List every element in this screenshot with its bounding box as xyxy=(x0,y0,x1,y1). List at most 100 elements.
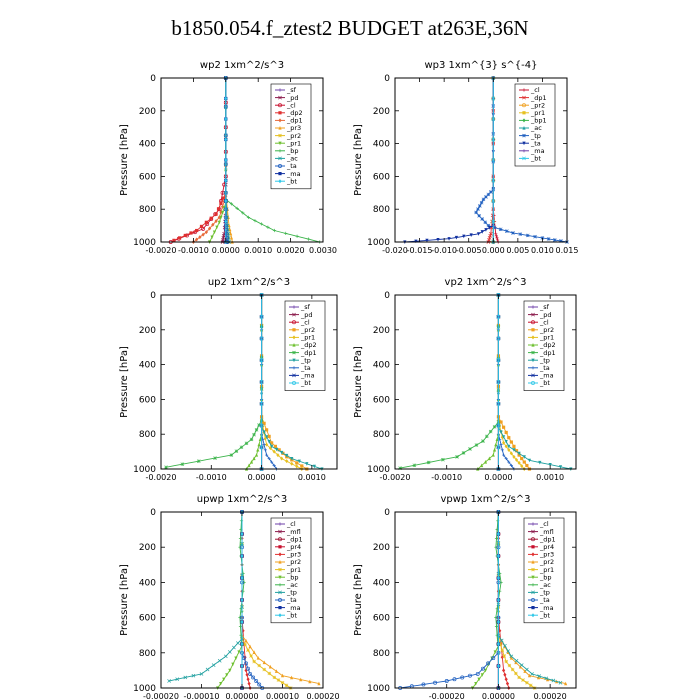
legend-label: _tp xyxy=(286,589,297,597)
y-tick-label: 1000 xyxy=(133,238,156,248)
data-point xyxy=(522,455,526,459)
data-point xyxy=(246,648,250,652)
legend-label: _ta xyxy=(539,364,550,372)
data-point xyxy=(221,196,225,200)
series-bt xyxy=(496,510,501,690)
legend-label: _tp xyxy=(539,356,550,364)
data-point xyxy=(494,624,499,628)
legend-item: _ta xyxy=(275,162,297,170)
y-axis-label: Pressure [hPa] xyxy=(353,346,364,418)
x-tick-label: 0.00020 xyxy=(306,692,339,700)
data-point xyxy=(209,216,213,220)
legend-marker xyxy=(531,328,535,332)
data-point xyxy=(211,663,216,667)
data-point xyxy=(210,235,214,240)
x-tick-label: 0.0000 xyxy=(248,473,276,482)
data-point xyxy=(504,677,508,682)
legend-marker xyxy=(531,598,535,602)
legend-item: _pr2 xyxy=(289,326,315,334)
data-point xyxy=(480,666,485,671)
data-point xyxy=(211,222,215,227)
legend-item: _tp xyxy=(289,356,311,364)
legend-item: _mfl xyxy=(275,528,301,536)
data-point xyxy=(487,238,491,242)
x-tick-label: -0.00010 xyxy=(184,692,220,700)
legend-box xyxy=(284,300,326,391)
legend-marker xyxy=(278,141,282,146)
data-point xyxy=(492,225,497,230)
data-point xyxy=(268,664,272,669)
data-point xyxy=(496,401,501,406)
data-point xyxy=(511,231,515,235)
chart-title: up2 1xm^2/s^3 xyxy=(208,277,290,288)
legend-marker xyxy=(522,149,526,153)
data-point xyxy=(248,644,252,649)
y-tick-label: 800 xyxy=(373,205,390,215)
legend-label: _ma xyxy=(530,147,545,155)
y-axis-label: Pressure [hPa] xyxy=(119,346,130,418)
x-tick-label: 0.0010 xyxy=(298,473,326,482)
data-point xyxy=(195,228,199,233)
data-point xyxy=(228,227,232,232)
legend-label: _cl xyxy=(286,520,296,528)
legend-item: _cl xyxy=(289,318,310,326)
series-line xyxy=(165,295,263,468)
y-tick-label: 600 xyxy=(139,172,156,182)
legend-label: _cl xyxy=(539,520,549,528)
data-point xyxy=(259,336,264,341)
legend-item: _cl xyxy=(528,520,549,528)
legend-item: _pr2 xyxy=(519,101,545,109)
data-point xyxy=(523,669,527,673)
data-point xyxy=(167,679,171,683)
legend-label: _pr2 xyxy=(286,558,301,566)
legend-marker xyxy=(278,598,282,602)
y-tick-label: 200 xyxy=(139,107,156,117)
legend-label: _ma xyxy=(539,604,554,612)
data-point xyxy=(452,677,457,682)
legend-label: _pr2 xyxy=(539,326,554,334)
data-point xyxy=(489,190,493,194)
data-point xyxy=(488,429,493,434)
data-point xyxy=(486,192,491,197)
legend-item: _dp2 xyxy=(275,109,303,117)
legend-box xyxy=(270,517,312,624)
data-point xyxy=(224,231,229,236)
legend-marker xyxy=(278,606,282,610)
data-point xyxy=(265,428,269,432)
legend-marker xyxy=(522,103,526,108)
data-point xyxy=(504,444,508,449)
data-point xyxy=(502,668,506,673)
data-point xyxy=(245,672,249,677)
data-point xyxy=(500,655,504,660)
x-tick-label: 0.0000 xyxy=(484,473,512,482)
legend-label: _bt xyxy=(539,611,550,619)
legend-label: _dp2 xyxy=(300,341,317,349)
data-point xyxy=(259,314,264,319)
data-point xyxy=(425,238,429,243)
data-point xyxy=(208,226,212,231)
y-axis-label: Pressure [hPa] xyxy=(353,564,364,636)
y-tick-label: 200 xyxy=(373,543,390,553)
legend-label: _sf xyxy=(300,303,311,311)
legend-marker xyxy=(278,567,282,572)
data-point xyxy=(238,536,243,540)
data-point xyxy=(505,681,510,686)
legend-label: _pd xyxy=(286,94,299,102)
data-point xyxy=(488,231,493,236)
data-point xyxy=(495,437,499,442)
legend-marker xyxy=(522,111,526,115)
data-point xyxy=(262,667,267,672)
legend-marker xyxy=(292,373,296,378)
legend-item: _pr4 xyxy=(275,543,301,551)
y-tick-label: 0 xyxy=(150,508,156,518)
data-point xyxy=(412,463,417,468)
y-tick-label: 200 xyxy=(139,326,156,336)
data-point xyxy=(280,456,284,461)
legend-label: _pr1 xyxy=(286,566,301,574)
data-point xyxy=(512,454,516,459)
data-point xyxy=(217,658,222,663)
data-point xyxy=(477,213,481,218)
data-point xyxy=(224,137,228,142)
data-point xyxy=(220,204,225,209)
